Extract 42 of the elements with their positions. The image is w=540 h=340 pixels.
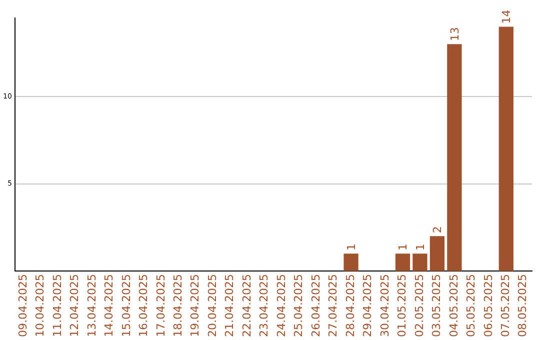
x-tick-label: 11.04.2025 [50, 274, 64, 338]
data-label: 1 [414, 244, 427, 251]
x-tick-label: 23.04.2025 [258, 274, 271, 338]
x-tick-label: 12.04.2025 [68, 274, 82, 338]
x-tick-label: 14.04.2025 [102, 274, 116, 338]
x-tick-label: 09.04.2025 [16, 274, 30, 338]
x-tick-label: 02.05.2025 [412, 274, 426, 338]
bar [344, 254, 358, 272]
x-tick-label: 03.05.2025 [430, 274, 444, 338]
bar [447, 44, 462, 272]
x-tick-label: 21.04.2025 [223, 274, 236, 338]
x-tick-label: 17.04.2025 [154, 274, 168, 338]
x-tick-label: 28.04.2025 [344, 274, 357, 338]
x-tick-label: 16.04.2025 [137, 274, 150, 338]
x-tick-label: 29.04.2025 [361, 274, 374, 338]
x-tick-label: 13.04.2025 [85, 274, 98, 338]
x-tick-label: 19.04.2025 [188, 274, 202, 338]
x-tick-label: 18.04.2025 [172, 274, 185, 338]
data-label: 1 [396, 244, 410, 251]
bar [430, 236, 445, 272]
bar [412, 254, 428, 272]
x-tick-label: 08.05.2025 [516, 274, 530, 338]
x-tick-label: 01.05.2025 [396, 274, 409, 338]
x-tick-label: 25.04.2025 [292, 274, 306, 338]
x-tick-label: 07.05.2025 [499, 274, 512, 338]
data-label: 1 [345, 244, 358, 251]
x-tick-label: 30.04.2025 [378, 274, 392, 338]
x-tick-label: 15.04.2025 [120, 274, 133, 338]
x-tick-label: 20.04.2025 [206, 274, 219, 338]
bar [498, 26, 514, 272]
x-tick-label: 27.04.2025 [326, 274, 340, 338]
x-tick-label: 06.05.2025 [482, 274, 495, 338]
x-tick-label: 04.05.2025 [447, 274, 460, 338]
data-label: 13 [448, 27, 462, 42]
x-tick-label: 26.04.2025 [309, 274, 322, 338]
x-tick-label: 10.04.2025 [34, 274, 47, 338]
bar [395, 254, 410, 272]
x-tick-label: 05.05.2025 [464, 274, 478, 338]
x-tick-label: 22.04.2025 [240, 274, 254, 338]
data-label: 14 [500, 10, 514, 24]
x-tick-label: 24.04.2025 [274, 274, 288, 338]
data-label: 2 [431, 226, 444, 234]
